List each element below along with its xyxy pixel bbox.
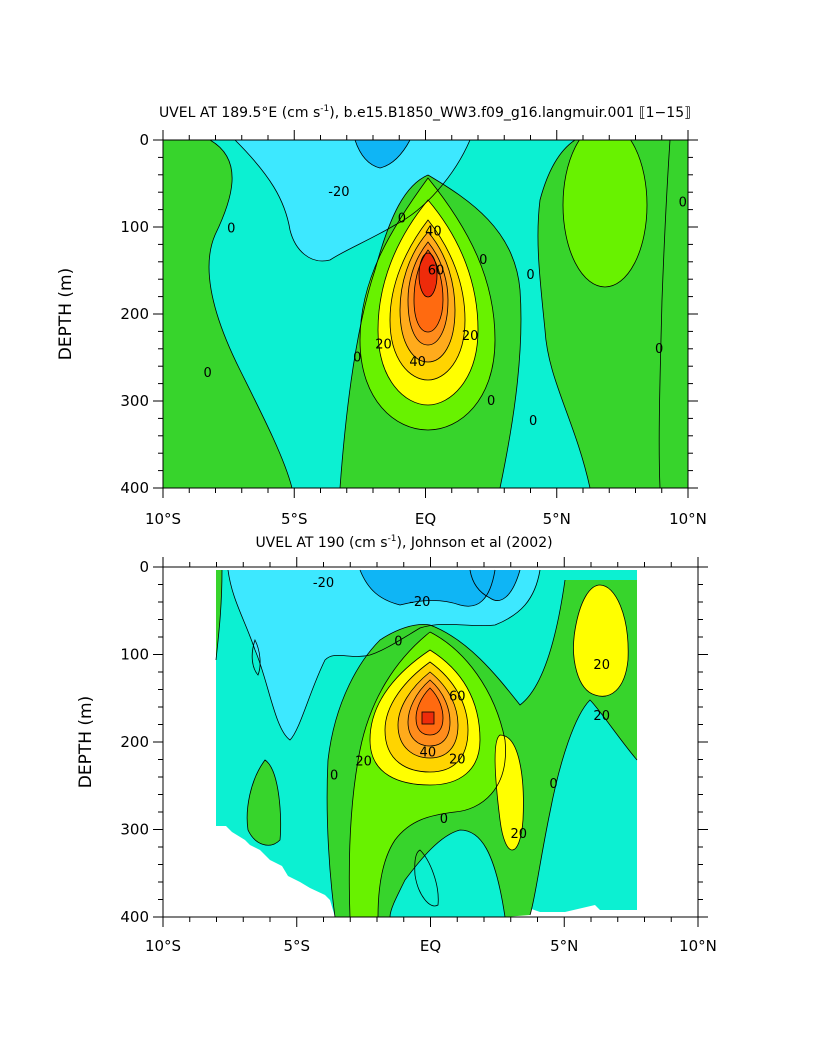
- bottom-yellow-east: [573, 585, 629, 697]
- y-tick-label: 300: [120, 392, 149, 410]
- contour-label: 60: [428, 264, 445, 279]
- y-tick-label: 100: [120, 218, 149, 236]
- bottom-yellow-south: [495, 735, 524, 850]
- bottom-neg-tongue: [228, 570, 540, 740]
- top-neg-tongue: [235, 140, 470, 261]
- top-west-band: [163, 140, 292, 488]
- contour-label: 0: [549, 777, 557, 792]
- top-contour-labels: -20 0 0 0 0 40 60 20 40 20 0 0 0 0 0 0: [203, 185, 686, 429]
- contour-label: 20: [355, 754, 372, 769]
- contour-label: 0: [655, 342, 663, 357]
- contour-label: 0: [440, 812, 448, 827]
- top-ylabel: DEPTH (m): [56, 268, 76, 360]
- top-euc-80: [419, 253, 437, 297]
- contour-label: 20: [375, 337, 392, 352]
- contour-label: 0: [330, 768, 338, 783]
- contour-label: 0: [353, 351, 361, 366]
- x-tick-label: 10°S: [145, 510, 181, 528]
- contour-label: 60: [449, 690, 466, 705]
- bottom-ylabel: DEPTH (m): [76, 696, 96, 788]
- contour-label: 20: [462, 329, 479, 344]
- top-neg-core: [355, 140, 410, 168]
- y-tick-label: 200: [120, 733, 149, 751]
- x-tick-label: 10°N: [679, 937, 717, 955]
- contour-label: 0: [487, 394, 495, 409]
- top-east-blob: [563, 140, 647, 287]
- y-tick-label: 0: [139, 558, 149, 576]
- bottom-euc-80: [422, 712, 434, 724]
- y-tick-label: 0: [139, 131, 149, 149]
- bottom-panel: UVEL AT 190 (cm s-1), Johnson et al (200…: [76, 534, 717, 955]
- bottom-panel-title: UVEL AT 190 (cm s-1), Johnson et al (200…: [255, 534, 552, 551]
- x-tick-label: EQ: [415, 510, 436, 528]
- contour-label: 0: [679, 196, 687, 211]
- y-tick-label: 100: [120, 646, 149, 664]
- top-contour-field: -20 0 0 0 0 40 60 20 40 20 0 0 0 0 0 0: [163, 140, 688, 488]
- x-tick-label: 10°S: [145, 937, 181, 955]
- contour-label: 20: [449, 753, 466, 768]
- contour-label: 0: [203, 366, 211, 381]
- x-tick-label: 5°S: [283, 937, 310, 955]
- contour-label: -20: [313, 576, 334, 591]
- contour-label: 20: [511, 827, 528, 842]
- top-contour-lines: [208, 140, 671, 488]
- contour-label: 40: [409, 355, 426, 370]
- y-tick-label: 400: [120, 908, 149, 926]
- contour-label: 20: [593, 658, 610, 673]
- contour-label: -20: [328, 185, 349, 200]
- contour-label: 40: [425, 224, 442, 239]
- contour-label: 0: [394, 634, 402, 649]
- x-tick-label: 5°N: [550, 937, 578, 955]
- bottom-west-strip: [216, 570, 222, 660]
- bottom-contour-lines: [215, 569, 638, 917]
- contour-label: 40: [420, 746, 437, 761]
- contour-label: 0: [479, 253, 487, 268]
- contour-label: 0: [526, 268, 534, 283]
- contour-label: 20: [593, 709, 610, 724]
- bottom-contour-field: -20 -20 0 60 40 20 20 0 0 20 0 20 20: [215, 569, 638, 917]
- top-east-strip: [659, 140, 688, 488]
- x-tick-label: 10°N: [669, 510, 707, 528]
- contour-label: 0: [398, 211, 406, 226]
- contour-label: 0: [227, 222, 235, 237]
- top-panel-title: UVEL AT 189.5°E (cm s-1), b.e15.B1850_WW…: [159, 104, 691, 121]
- contour-label: 0: [529, 414, 537, 429]
- bottom-neg-core: [360, 570, 495, 607]
- x-tick-label: 5°S: [281, 510, 308, 528]
- y-tick-label: 200: [120, 305, 149, 323]
- x-tick-label: 5°N: [543, 510, 571, 528]
- contour-label: -20: [409, 595, 430, 610]
- x-tick-label: EQ: [420, 937, 441, 955]
- y-tick-label: 400: [120, 479, 149, 497]
- y-tick-label: 300: [120, 821, 149, 839]
- bottom-west-blob: [247, 760, 281, 846]
- bottom-contour-labels: -20 -20 0 60 40 20 20 0 0 20 0 20 20: [313, 576, 610, 842]
- top-panel: UVEL AT 189.5°E (cm s-1), b.e15.B1850_WW…: [56, 104, 707, 528]
